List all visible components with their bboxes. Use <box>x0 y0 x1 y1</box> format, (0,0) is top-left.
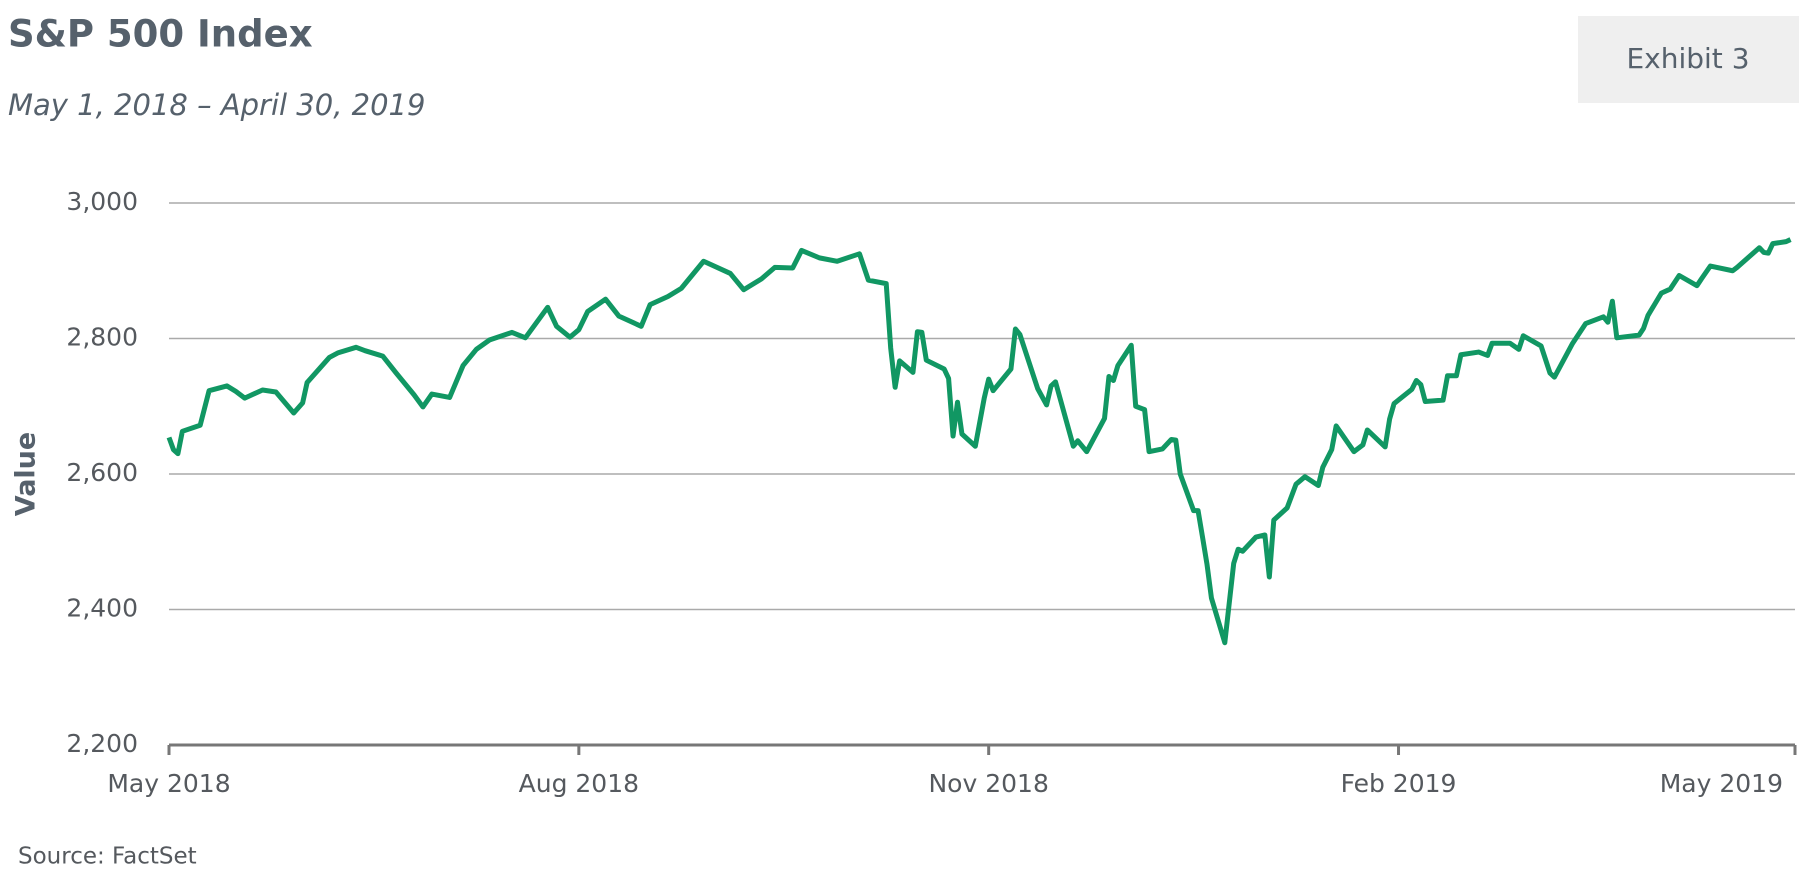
x-tick-label: Aug 2018 <box>519 769 639 798</box>
chart-subtitle: May 1, 2018 – April 30, 2019 <box>8 88 425 122</box>
y-tick-label: 2,600 <box>66 458 138 487</box>
y-tick-label: 2,200 <box>66 729 138 758</box>
y-tick-label: 2,800 <box>66 323 138 352</box>
y-axis-label: Value <box>11 432 42 516</box>
y-tick-label: 2,400 <box>66 594 138 623</box>
badge-box <box>1578 16 1799 103</box>
y-tick-label: 3,000 <box>66 187 138 216</box>
chart-title: S&P 500 Index <box>8 13 313 56</box>
series-line <box>166 237 1792 646</box>
source: Source: FactSet <box>18 844 197 870</box>
x-tick-label: May 2018 <box>107 769 230 798</box>
x-tick-label: Feb 2019 <box>1341 769 1457 798</box>
x-tick-label: May 2019 <box>1660 769 1783 798</box>
x-tick-label: Nov 2018 <box>928 769 1048 798</box>
badge: Exhibit 3 <box>1626 42 1749 75</box>
